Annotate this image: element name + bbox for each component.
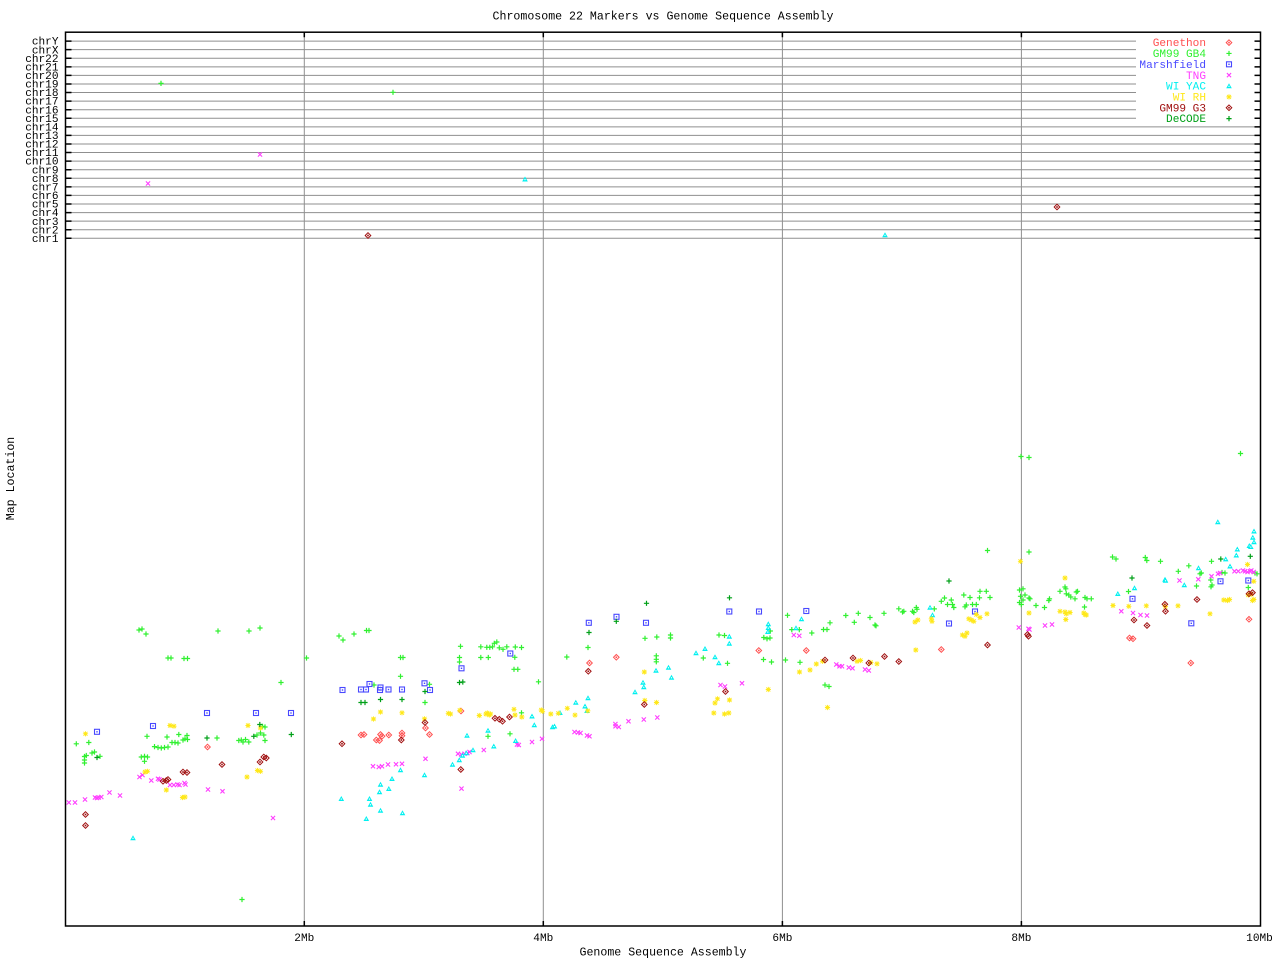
svg-text:TNG: TNG (1186, 71, 1206, 83)
svg-text:chr6: chr6 (32, 191, 59, 203)
svg-text:chr20: chr20 (25, 71, 58, 83)
svg-text:chr10: chr10 (25, 157, 58, 169)
svg-text:chr22: chr22 (25, 54, 58, 66)
svg-text:chr1: chr1 (32, 234, 59, 246)
svg-text:chr11: chr11 (25, 148, 59, 160)
svg-text:WI YAC: WI YAC (1166, 82, 1206, 94)
svg-text:chr5: chr5 (32, 200, 59, 212)
svg-text:Genethon: Genethon (1153, 38, 1206, 50)
svg-text:DeCODE: DeCODE (1166, 114, 1206, 126)
svg-text:GM99 GB4: GM99 GB4 (1153, 49, 1207, 61)
svg-text:chr2: chr2 (32, 225, 59, 237)
svg-text:chr17: chr17 (25, 97, 58, 109)
svg-text:chr3: chr3 (32, 217, 59, 229)
svg-text:WI RH: WI RH (1173, 93, 1206, 105)
svg-text:Marshfield: Marshfield (1139, 60, 1206, 72)
svg-text:chr4: chr4 (32, 208, 59, 220)
svg-text:chr12: chr12 (25, 140, 58, 152)
svg-text:2Mb: 2Mb (294, 933, 314, 945)
svg-text:chr15: chr15 (25, 114, 58, 126)
svg-text:chr21: chr21 (25, 62, 59, 74)
svg-text:chrX: chrX (32, 45, 59, 57)
svg-text:chr18: chr18 (25, 88, 58, 100)
svg-text:chr16: chr16 (25, 105, 58, 117)
svg-text:Genome Sequence Assembly: Genome Sequence Assembly (580, 947, 747, 960)
svg-text:chr19: chr19 (25, 80, 58, 92)
svg-text:chr7: chr7 (32, 183, 59, 195)
svg-text:chr8: chr8 (32, 174, 59, 186)
svg-text:6Mb: 6Mb (772, 933, 792, 945)
svg-text:chrY: chrY (32, 37, 59, 49)
svg-text:10Mb: 10Mb (1246, 933, 1273, 945)
svg-text:GM99 G3: GM99 G3 (1159, 103, 1206, 115)
svg-text:chr13: chr13 (25, 131, 58, 143)
svg-text:Chromosome 22 Markers vs Genom: Chromosome 22 Markers vs Genome Sequence… (493, 10, 834, 23)
svg-text:chr9: chr9 (32, 165, 59, 177)
svg-text:8Mb: 8Mb (1011, 933, 1031, 945)
svg-text:chr14: chr14 (25, 122, 59, 134)
svg-text:Map Location: Map Location (5, 437, 18, 521)
svg-text:4Mb: 4Mb (533, 933, 553, 945)
